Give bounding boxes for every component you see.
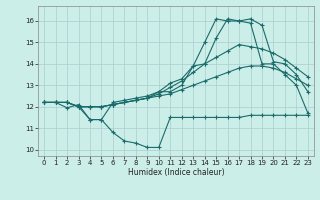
X-axis label: Humidex (Indice chaleur): Humidex (Indice chaleur) bbox=[128, 168, 224, 177]
